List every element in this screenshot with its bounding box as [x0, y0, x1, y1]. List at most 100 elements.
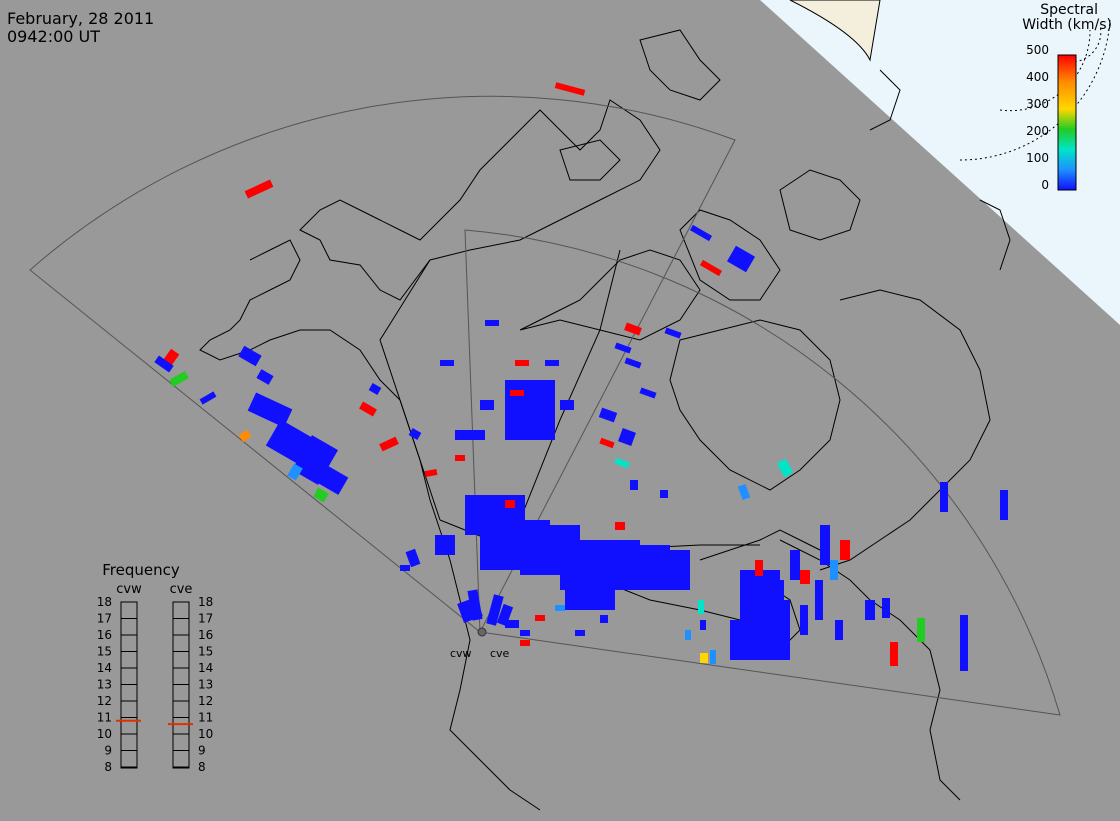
scatter-cell — [247, 392, 293, 428]
scatter-cell — [520, 630, 530, 636]
scatter-cell — [554, 82, 586, 96]
scatter-cell — [169, 371, 189, 387]
scatter-cell — [624, 322, 642, 336]
frequency-level-east: 13 — [198, 678, 213, 692]
radar-site-marker — [477, 627, 487, 637]
colorbar-ticks: 500 400 300 200 100 0 — [1026, 43, 1049, 192]
frequency-level-west: 18 — [97, 595, 112, 609]
scatter-cell — [755, 560, 763, 576]
scatter-cell — [882, 598, 890, 618]
scatter-cell — [700, 620, 706, 630]
frequency-level-west: 11 — [97, 711, 112, 725]
scatter-cell — [455, 455, 465, 461]
scatter-cell — [917, 618, 925, 642]
scatter-cell — [624, 357, 642, 369]
daylight-region — [760, 0, 1120, 325]
scatter-cell — [405, 548, 421, 568]
frequency-level-west: 16 — [97, 628, 112, 642]
frequency-level-west: 10 — [97, 727, 112, 741]
scatter-cell — [614, 342, 632, 354]
frequency-level-west: 14 — [97, 661, 112, 675]
scatter-cell — [660, 490, 668, 498]
scatter-cell — [480, 400, 494, 410]
scatter-cell — [368, 383, 382, 395]
frequency-level-east: 15 — [198, 645, 213, 659]
scatter-cell — [800, 570, 810, 584]
scatter-cell — [790, 550, 800, 580]
frequency-level-east: 10 — [198, 727, 213, 741]
scatter-cell — [835, 620, 843, 640]
scatter-cell — [313, 487, 329, 503]
scatter-cell — [238, 345, 262, 367]
scatter-cell — [689, 224, 713, 242]
scatter-cell — [890, 642, 898, 666]
frequency-title: Frequency — [102, 561, 180, 579]
scatter-cell — [455, 430, 485, 440]
frequency-level-east: 11 — [198, 711, 213, 725]
scatter-cell — [520, 640, 530, 646]
scatter-cell — [726, 245, 756, 273]
scatter-cell — [618, 428, 636, 446]
scatter-cell — [440, 360, 454, 366]
latitude-circle-1 — [959, 19, 1111, 161]
fov-cvw — [29, 95, 736, 633]
frequency-level-west: 15 — [97, 645, 112, 659]
frequency-level-west: 17 — [97, 612, 112, 626]
scatter-cell — [154, 355, 174, 373]
scatter-cell — [379, 436, 399, 452]
colorbar-tick-label: 300 — [1026, 97, 1049, 111]
radar-label-west: cvw — [450, 647, 472, 660]
colorbar-title-1: Spectral — [1040, 2, 1098, 18]
colorbar-tick-label: 400 — [1026, 70, 1049, 84]
scatter-cell — [615, 522, 625, 530]
scatter-cell — [485, 320, 499, 326]
scatter-cell — [510, 390, 524, 396]
greenland-tip — [789, 0, 881, 62]
scatter-cell — [359, 401, 377, 417]
scatter-cell — [505, 380, 555, 440]
scatter-cell — [700, 653, 708, 663]
colorbar: Spectral Width (km/s) 500 400 300 200 100 0 — [1022, 2, 1112, 192]
colorbar-tick-label: 0 — [1041, 178, 1049, 192]
radar-label-east: cve — [490, 647, 510, 660]
scatter-cell — [560, 400, 574, 410]
frequency-level-west: 12 — [97, 694, 112, 708]
scatter-cell — [435, 535, 455, 555]
scatter-cell — [664, 327, 682, 339]
scatter-cell — [960, 615, 968, 671]
header-date: February, 28 2011 — [7, 9, 154, 28]
colorbar-tick-label: 100 — [1026, 151, 1049, 165]
scatter-cell — [776, 458, 794, 478]
scatter-cell — [630, 480, 638, 490]
scatter-cell — [515, 360, 529, 366]
frequency-level-east: 8 — [198, 760, 206, 774]
fov-cve — [464, 229, 1061, 716]
frequency-level-east: 9 — [198, 744, 206, 758]
scatter-cell — [699, 259, 723, 277]
frequency-panel: Frequency cvw cve 18 18 17 17 16 16 15 15 14 14 13… — [97, 561, 214, 774]
frequency-level-west: 9 — [104, 744, 112, 758]
radar-fov — [29, 95, 1061, 716]
frequency-west-label: cvw — [116, 582, 142, 597]
scatter-cell — [737, 484, 751, 500]
scatter-cell — [585, 590, 615, 610]
frequency-level-east: 16 — [198, 628, 213, 642]
scatter-cell — [316, 465, 349, 495]
scatter-cell — [287, 463, 303, 481]
scatter-cell — [505, 500, 515, 508]
scatter-cell — [400, 565, 410, 571]
scatter-cell — [535, 615, 545, 621]
colorbar-tick-label: 500 — [1026, 43, 1049, 57]
frequency-level-west: 13 — [97, 678, 112, 692]
scatter-cell — [685, 630, 691, 640]
scatter-cell — [545, 360, 559, 366]
scatter-cell — [505, 620, 519, 628]
scatter-cell — [599, 437, 615, 449]
frequency-level-east: 12 — [198, 694, 213, 708]
scatter-cell — [710, 650, 716, 664]
frequency-east-label: cve — [170, 582, 193, 597]
scatter-cell — [256, 369, 274, 385]
frequency-level-west: 8 — [104, 760, 112, 774]
colorbar-gradient — [1057, 54, 1077, 191]
